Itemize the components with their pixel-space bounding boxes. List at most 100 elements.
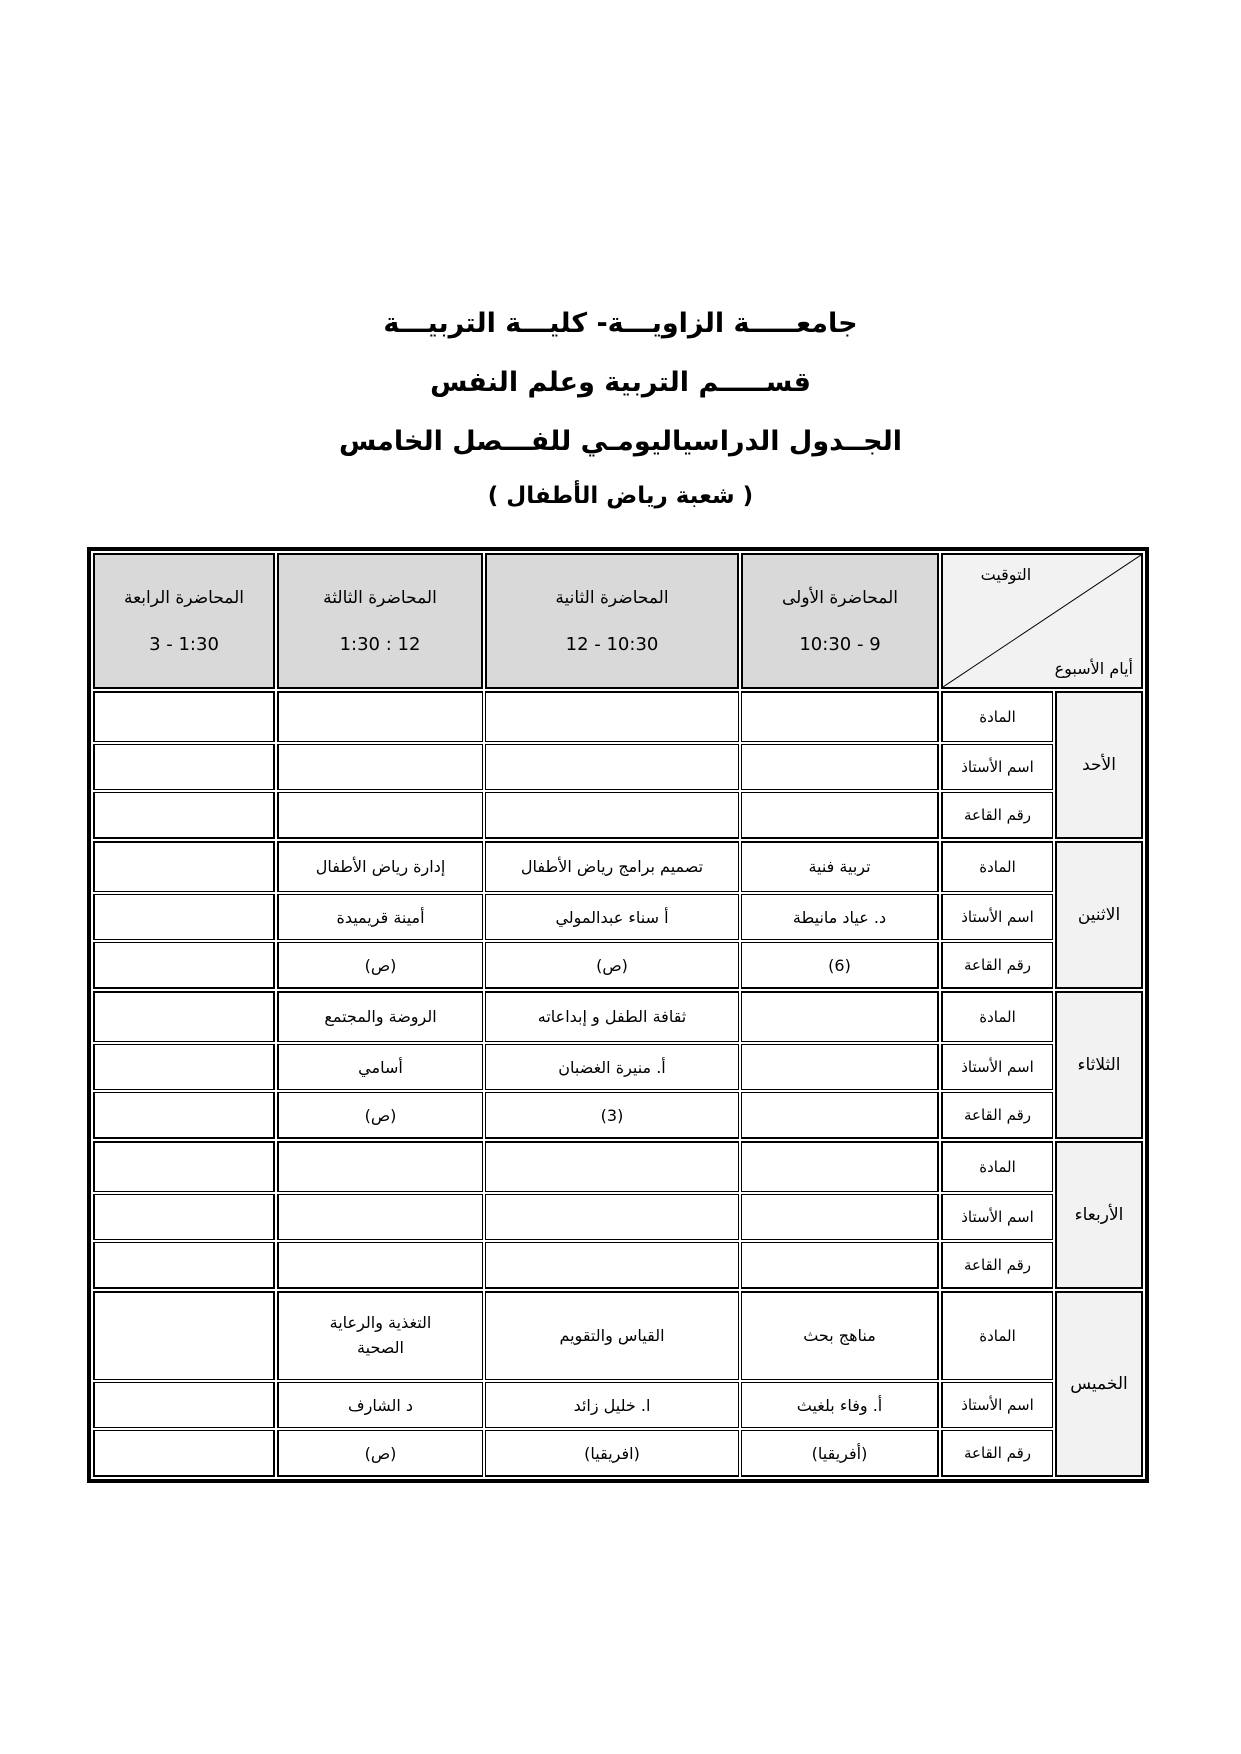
row-label-room: رقم القاعة [941,1242,1053,1289]
corner-label-timing: التوقيت [980,565,1032,584]
room-cell [93,792,275,839]
table-row: رقم القاعة (3) (ص) [93,1092,1143,1139]
subject-cell: التغذية والرعاية الصحية [277,1291,483,1380]
table-row: اسم الأستاذ د. عياد مانيطة أ سناء عبدالم… [93,894,1143,940]
room-cell [741,792,939,839]
room-cell: (6) [741,942,939,989]
teacher-cell [277,744,483,790]
lecture-2-time: 10:30 - 12 [565,633,659,655]
teacher-cell [485,744,739,790]
row-label-teacher: اسم الأستاذ [941,1194,1053,1240]
row-label-room: رقم القاعة [941,942,1053,989]
day-cell-thursday: الخميس [1055,1291,1143,1477]
teacher-cell [93,1382,275,1428]
lecture-4-time: 1:30 - 3 [149,633,219,655]
teacher-cell [93,894,275,940]
subject-cell: القياس والتقويم [485,1291,739,1380]
room-cell [277,792,483,839]
day-cell-wednesday: الأربعاء [1055,1141,1143,1289]
title-line-schedule: الجــدول الدراسياليومـي للفـــصل الخامس [338,426,903,457]
subject-cell: مناهج بحث [741,1291,939,1380]
teacher-cell [741,1194,939,1240]
row-label-subject: المادة [941,991,1053,1042]
subject-cell [741,691,939,742]
row-label-teacher: اسم الأستاذ [941,894,1053,940]
subject-cell [93,1141,275,1192]
teacher-cell: ا. خليل زائد [485,1382,739,1428]
lecture-2-name: المحاضرة الثانية [555,587,669,608]
table-row: رقم القاعة [93,1242,1143,1289]
row-label-subject: المادة [941,1141,1053,1192]
header-row: التوقيت أيام الأسبوع المحاضرة الأولى 9 -… [93,553,1143,689]
room-cell: (ص) [485,942,739,989]
subject-cell [93,1291,275,1380]
subject-cell: الروضة والمجتمع [277,991,483,1042]
table-row: الأحد المادة [93,691,1143,839]
teacher-cell: أ. منيرة الغضبان [485,1044,739,1090]
row-label-teacher: اسم الأستاذ [941,744,1053,790]
title-line-university: جامعـــــة الزاويـــة- كليـــة التربيـــ… [383,308,858,339]
day-cell-sunday: الأحد [1055,691,1143,839]
corner-label-days: أيام الأسبوع [1054,659,1133,678]
room-cell [277,1242,483,1289]
table-row: رقم القاعة (6) (ص) (ص) [93,942,1143,989]
subject-cell [93,841,275,892]
room-cell [485,1242,739,1289]
row-label-subject: المادة [941,691,1053,742]
room-cell [741,1092,939,1139]
row-label-room: رقم القاعة [941,792,1053,839]
room-cell [741,1242,939,1289]
teacher-cell [93,1044,275,1090]
lecture-1-name: المحاضرة الأولى [782,587,898,608]
room-cell [93,1430,275,1477]
room-cell: (3) [485,1092,739,1139]
lecture-3-header: المحاضرة الثالثة 12 : 1:30 [277,553,483,689]
subject-cell [277,691,483,742]
teacher-cell: أ. وفاء بلغيث [741,1382,939,1428]
table-row: اسم الأستاذ أ. وفاء بلغيث ا. خليل زائد د… [93,1382,1143,1428]
room-cell [93,1242,275,1289]
corner-cell: التوقيت أيام الأسبوع [941,553,1143,689]
day-cell-tuesday: الثلاثاء [1055,991,1143,1139]
table-row: اسم الأستاذ [93,744,1143,790]
teacher-cell: أ سناء عبدالمولي [485,894,739,940]
table-row: الخميس المادة مناهج بحث القياس والتقويم … [93,1291,1143,1477]
teacher-cell: أمينة قريميدة [277,894,483,940]
room-cell: (افريقيا) [485,1430,739,1477]
title-line-department: قســـــم التربية وعلم النفس [430,367,811,398]
diagonal-divider-icon [943,555,1141,687]
subject-cell: ثقافة الطفل و إبداعاته [485,991,739,1042]
subject-cell: تربية فنية [741,841,939,892]
subject-cell [485,691,739,742]
teacher-cell [93,1194,275,1240]
room-cell: (ص) [277,1092,483,1139]
row-label-room: رقم القاعة [941,1430,1053,1477]
table-row: اسم الأستاذ [93,1194,1143,1240]
teacher-cell [741,744,939,790]
subject-cell [485,1141,739,1192]
teacher-cell [741,1044,939,1090]
row-label-teacher: اسم الأستاذ [941,1382,1053,1428]
lecture-3-name: المحاضرة الثالثة [323,587,437,608]
table-row: الأربعاء المادة [93,1141,1143,1289]
lecture-1-time: 9 - 10:30 [799,633,881,655]
title-block: جامعـــــة الزاويـــة- كليـــة التربيـــ… [0,0,1241,521]
table-row: رقم القاعة [93,792,1143,839]
room-cell: (ص) [277,942,483,989]
subject-cell [741,1141,939,1192]
row-label-room: رقم القاعة [941,1092,1053,1139]
table-row: رقم القاعة (أفريقيا) (افريقيا) (ص) [93,1430,1143,1477]
room-cell [93,1092,275,1139]
teacher-cell: د الشارف [277,1382,483,1428]
subject-cell [93,991,275,1042]
teacher-cell: أسامي [277,1044,483,1090]
subject-cell [93,691,275,742]
subject-cell: تصميم برامج رياض الأطفال [485,841,739,892]
subject-cell: إدارة رياض الأطفال [277,841,483,892]
schedule-table: التوقيت أيام الأسبوع المحاضرة الأولى 9 -… [87,547,1149,1483]
teacher-cell [277,1194,483,1240]
day-cell-monday: الاثنين [1055,841,1143,989]
lecture-3-time: 12 : 1:30 [339,633,421,655]
room-cell: (ص) [277,1430,483,1477]
